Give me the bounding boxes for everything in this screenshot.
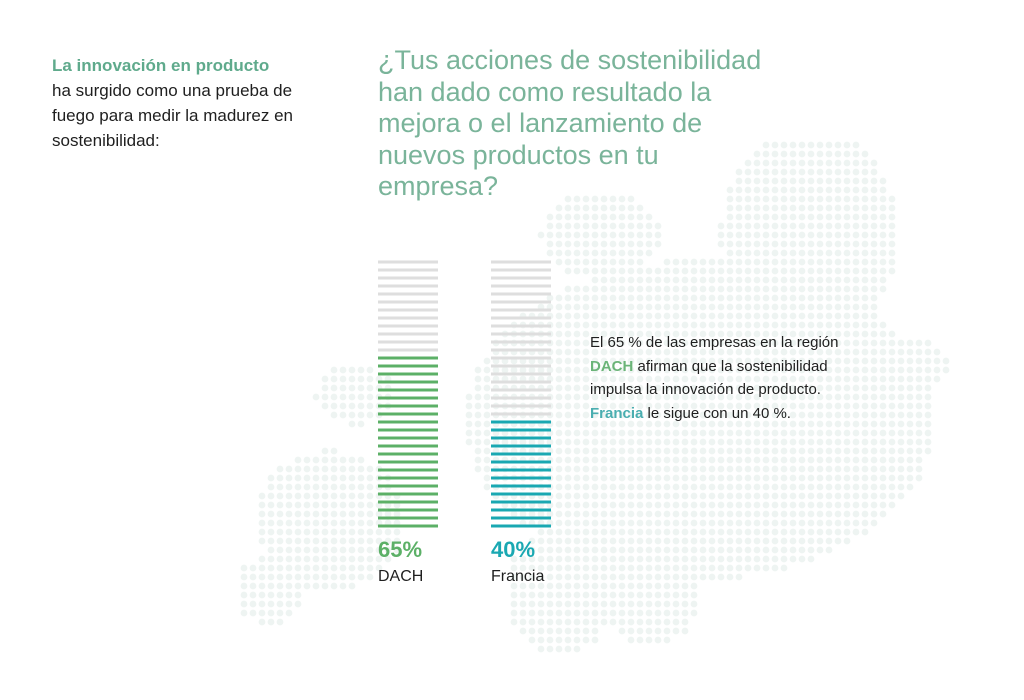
bar-fill-stripe [378,396,438,400]
bar-empty-stripe [378,260,438,264]
bar-fill-stripe [378,412,438,416]
bar-fill-stripe [378,484,438,488]
bar-empty-stripe [491,348,551,352]
desc-part-2: afirman que la sostenibilidad impulsa la… [590,357,828,399]
bar-empty-stripe [491,292,551,296]
bar-fill-stripe [491,468,551,472]
bar-value-label-francia: 40% [491,537,536,562]
bar-fill-stripe [491,452,551,456]
bar-fill-stripe [378,492,438,496]
bar-fill-stripe [378,476,438,480]
bar-fill-stripe [491,500,551,504]
bar-empty-stripe [378,300,438,304]
question-heading: ¿Tus acciones de sostenibilidad han dado… [378,45,762,201]
bar-empty-stripe [491,364,551,368]
desc-part-3: le sigue con un 40 %. [643,404,791,422]
bar-empty-stripe [491,380,551,384]
intro-text: La innovación en producto ha surgido com… [52,53,302,153]
bar-fill-stripe [378,444,438,448]
desc-francia-highlight: Francia [590,404,644,422]
bar-empty-stripe [491,412,551,416]
bar-empty-stripe [378,324,438,328]
bar-fill-stripe [491,476,551,480]
bar-fill-stripe [491,524,551,528]
bar-fill-stripe [378,428,438,432]
bar-empty-stripe [378,284,438,288]
bar-empty-stripe [491,316,551,320]
bar-fill-stripe [491,420,551,424]
bar-empty-stripe [378,340,438,344]
bar-fill-stripe [378,404,438,408]
bar-fill-stripe [378,436,438,440]
bar-empty-stripe [378,348,438,352]
bar-empty-stripe [491,332,551,336]
bar-fill-stripe [378,380,438,384]
category-label-dach: DACH [378,568,424,585]
bar-empty-stripe [491,268,551,272]
bar-empty-stripe [378,332,438,336]
bar-empty-stripe [491,308,551,312]
bar-francia [491,260,551,528]
bar-empty-stripe [491,284,551,288]
bar-empty-stripe [491,372,551,376]
bar-empty-stripe [491,300,551,304]
bar-fill-stripe [491,428,551,432]
bar-empty-stripe [378,276,438,280]
bar-value-label-dach: 65% [378,537,423,562]
category-label-francia: Francia [491,568,545,585]
bar-fill-stripe [491,444,551,448]
bar-fill-stripe [378,500,438,504]
bar-empty-stripe [378,308,438,312]
bar-empty-stripe [378,268,438,272]
desc-dach-highlight: DACH [590,357,634,375]
bar-empty-stripe [491,396,551,400]
bar-fill-stripe [378,516,438,520]
bar-empty-stripe [491,260,551,264]
bar-fill-stripe [378,372,438,376]
bar-fill-stripe [378,420,438,424]
bar-empty-stripe [491,356,551,360]
bar-fill-stripe [378,524,438,528]
bar-fill-stripe [491,508,551,512]
bar-fill-stripe [491,492,551,496]
bar-fill-stripe [378,356,438,360]
bar-fill-stripe [491,460,551,464]
bar-empty-stripe [378,316,438,320]
bar-empty-stripe [378,292,438,296]
bar-fill-stripe [491,484,551,488]
bar-dach [378,260,438,528]
intro-highlight: La innovación en producto [52,56,270,75]
bar-fill-stripe [378,364,438,368]
bar-fill-stripe [378,468,438,472]
bar-fill-stripe [378,508,438,512]
bar-empty-stripe [491,324,551,328]
desc-part-1: El 65 % de las empresas en la región [590,334,839,351]
bar-fill-stripe [491,436,551,440]
bar-empty-stripe [491,388,551,392]
bar-empty-stripe [491,404,551,408]
bar-fill-stripe [491,516,551,520]
bar-empty-stripe [491,276,551,280]
chart-description: El 65 % de las empresas en la región DAC… [590,331,850,425]
bar-fill-stripe [378,460,438,464]
bar-fill-stripe [378,452,438,456]
bar-fill-stripe [378,388,438,392]
intro-rest: ha surgido como una prueba de fuego para… [52,81,293,150]
bar-empty-stripe [491,340,551,344]
